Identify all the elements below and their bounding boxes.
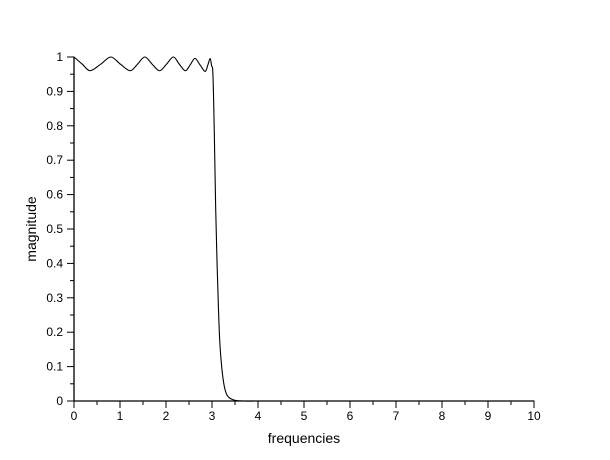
x-tick-label: 3 bbox=[209, 409, 216, 423]
y-tick-label: 0.7 bbox=[46, 153, 63, 167]
y-tick-label: 0.9 bbox=[46, 84, 63, 98]
x-tick-label: 9 bbox=[485, 409, 492, 423]
y-tick-label: 0.4 bbox=[46, 256, 63, 270]
y-axis-title: magnitude bbox=[23, 196, 39, 262]
axes bbox=[73, 57, 534, 402]
x-tick-label: 0 bbox=[71, 409, 78, 423]
y-tick-label: 0.1 bbox=[46, 360, 63, 374]
x-tick-label: 4 bbox=[255, 409, 262, 423]
y-tick-label: 0.3 bbox=[46, 291, 63, 305]
y-tick-label: 1 bbox=[56, 50, 63, 64]
y-tick-label: 0.5 bbox=[46, 222, 63, 236]
y-tick-label: 0 bbox=[56, 394, 63, 408]
x-axis-title: frequencies bbox=[268, 430, 340, 446]
x-tick-label: 1 bbox=[117, 409, 124, 423]
y-tick-label: 0.2 bbox=[46, 325, 63, 339]
x-tick-label: 7 bbox=[393, 409, 400, 423]
tick-labels: 0 1 2 3 4 5 6 7 8 9 10 0 0.1 0.2 0.3 0.4 0.5 0.6 0.7 0.8 0.9… bbox=[46, 50, 541, 423]
response-curve bbox=[73, 56, 535, 402]
x-tick-label: 2 bbox=[163, 409, 170, 423]
x-tick-label: 8 bbox=[439, 409, 446, 423]
x-tick-label: 5 bbox=[301, 409, 308, 423]
y-tick-label: 0.8 bbox=[46, 119, 63, 133]
x-tick-label: 10 bbox=[527, 409, 541, 423]
x-tick-label: 6 bbox=[347, 409, 354, 423]
y-tick-label: 0.6 bbox=[46, 188, 63, 202]
tick-marks bbox=[67, 56, 535, 408]
